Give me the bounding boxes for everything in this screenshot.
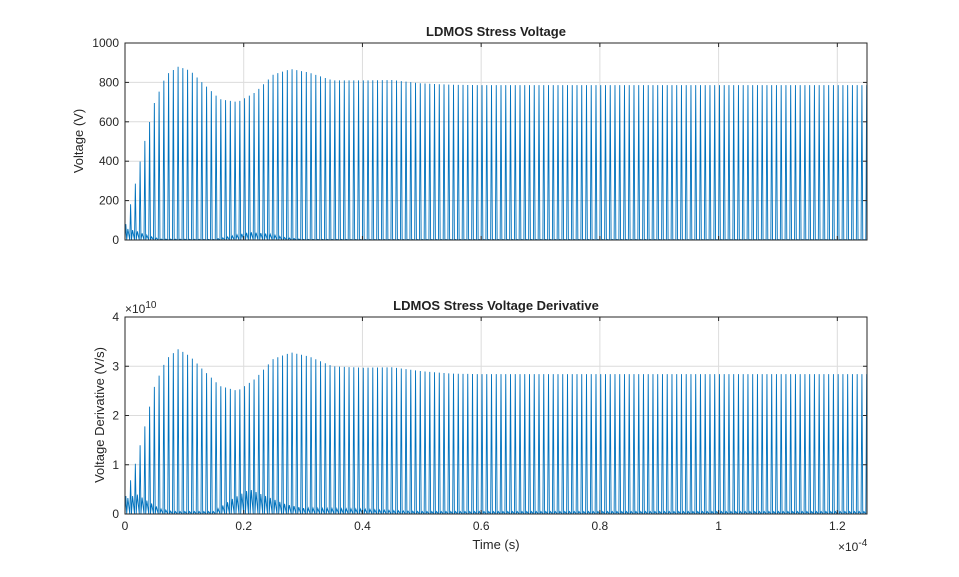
y-tick-label: 1 <box>112 458 119 472</box>
x-tick-label: 0.6 <box>473 519 490 533</box>
x-tick-label: 0 <box>122 519 129 533</box>
x-ticks-derivative: 0 0.2 0.4 0.6 0.8 1 1.2 <box>122 317 846 533</box>
x-tick-label: 1 <box>715 519 722 533</box>
axes-derivative: 0 1 2 3 4 0 0.2 0.4 0.6 0.8 1 1.2 LDMOS Stress Vol… <box>92 298 868 554</box>
y-tick-label: 800 <box>99 75 119 89</box>
x-tick-label: 1.2 <box>829 519 846 533</box>
y-axis-label-voltage: Voltage (V) <box>71 109 86 173</box>
x-tick-label: 0.4 <box>354 519 371 533</box>
y-ticks-voltage: 0 200 400 600 800 1000 <box>92 36 867 247</box>
chart-title-derivative: LDMOS Stress Voltage Derivative <box>393 298 599 313</box>
y-axis-label-derivative: Voltage Derivative (V/s) <box>92 347 107 483</box>
x-ticks-voltage <box>124 43 838 240</box>
y-exponent-base: ×10 <box>125 302 146 316</box>
axes-box-voltage <box>124 42 868 241</box>
x-tick-label: 0.8 <box>592 519 609 533</box>
y-tick-label: 400 <box>99 154 119 168</box>
y-tick-label: 4 <box>112 310 119 324</box>
x-exponent-label: ×10-4 <box>838 538 868 554</box>
chart-title-voltage: LDMOS Stress Voltage <box>426 24 566 39</box>
axes-voltage: 0 200 400 600 800 1000 LDMOS Stress Voltage V… <box>71 24 868 247</box>
y-exponent-power: 10 <box>145 300 157 311</box>
y-tick-label: 1000 <box>92 36 119 50</box>
y-ticks-derivative: 0 1 2 3 4 <box>112 310 867 521</box>
y-tick-label: 0 <box>112 233 119 247</box>
x-tick-label: 0.2 <box>235 519 252 533</box>
y-tick-label: 0 <box>112 507 119 521</box>
x-exponent-power: -4 <box>858 538 867 549</box>
y-tick-label: 600 <box>99 115 119 129</box>
y-exponent-label: ×1010 <box>125 300 157 316</box>
y-tick-label: 2 <box>112 409 119 423</box>
x-axis-label-time: Time (s) <box>472 537 519 552</box>
y-tick-label: 200 <box>99 194 119 208</box>
y-tick-label: 3 <box>112 359 119 373</box>
x-exponent-base: ×10 <box>838 540 859 554</box>
